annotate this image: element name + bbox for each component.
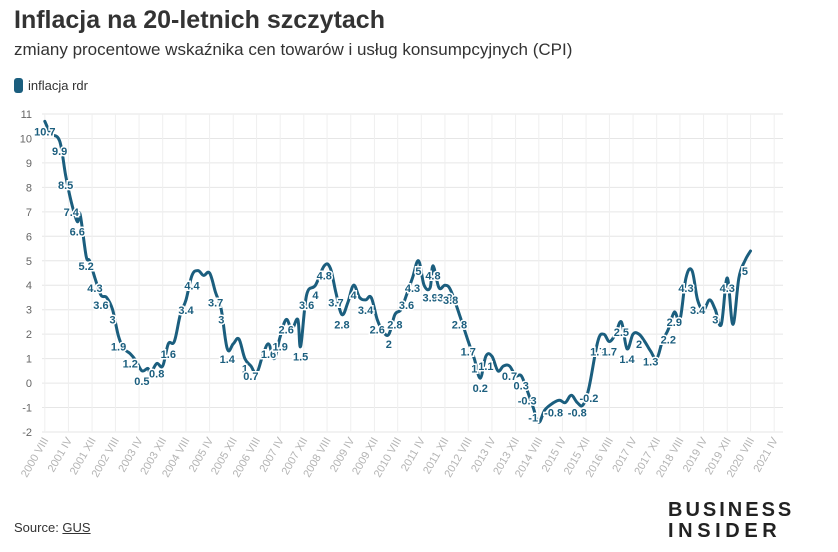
data-label: 5 <box>415 266 421 278</box>
data-label: 1.7 <box>602 346 617 358</box>
data-label: 1.6 <box>261 349 276 361</box>
data-label: 5.2 <box>78 261 93 273</box>
data-label: 1.4 <box>619 354 635 366</box>
data-label: 3.7 <box>208 298 223 310</box>
data-label: 2.8 <box>387 320 402 332</box>
chart-subtitle: zmiany procentowe wskaźnika cen towarów … <box>14 40 573 59</box>
data-label: 1.9 <box>273 342 288 354</box>
data-label: 2.8 <box>452 320 467 332</box>
y-tick-label: 11 <box>21 109 32 121</box>
data-label: 2.2 <box>661 334 676 346</box>
y-tick-label: 10 <box>20 133 32 145</box>
data-label: 4.3 <box>87 283 102 295</box>
data-label: 8.5 <box>58 180 73 192</box>
data-label: 1.6 <box>161 349 176 361</box>
legend[interactable]: inflacja rdr <box>14 78 88 93</box>
data-label: 4 <box>312 290 319 302</box>
data-label: 1.1 <box>478 361 493 373</box>
data-label: 1.7 <box>461 346 476 358</box>
source-note: Source: GUS <box>14 520 91 535</box>
data-label: 2.5 <box>614 327 629 339</box>
logo-line-2: INSIDER <box>668 520 782 542</box>
y-tick-label: 6 <box>26 231 32 243</box>
y-tick-label: -2 <box>22 427 32 439</box>
source-prefix: Source: <box>14 520 63 535</box>
data-label: 6.6 <box>70 227 85 239</box>
y-tick-label: 7 <box>26 207 32 219</box>
data-label: 0.8 <box>149 369 164 381</box>
data-label: 3.4 <box>358 305 374 317</box>
data-label: 1.7 <box>590 346 605 358</box>
business-insider-logo: BUSINESS INSIDER <box>668 500 794 542</box>
data-label: 2.9 <box>667 317 682 329</box>
y-tick-label: 1 <box>26 354 32 366</box>
data-label: 3.7 <box>328 298 343 310</box>
y-tick-label: -1 <box>22 403 32 415</box>
data-label: 4.3 <box>678 283 693 295</box>
data-label: 3 <box>218 315 224 327</box>
data-label: 2.6 <box>370 324 385 336</box>
data-label: 3.9 <box>422 293 437 305</box>
data-label: -0.2 <box>579 393 598 405</box>
y-tick-label: 8 <box>26 182 32 194</box>
data-label: 4.8 <box>317 271 332 283</box>
data-label: 3.8 <box>443 295 458 307</box>
data-label: 0.7 <box>502 371 517 383</box>
data-label: -0.3 <box>518 395 537 407</box>
logo-line-1: BUSINESS <box>668 499 795 521</box>
data-label: -1 <box>528 413 538 425</box>
data-label: 0.7 <box>243 371 258 383</box>
series-line-inflacja <box>43 119 752 424</box>
data-label: 1.9 <box>111 342 126 354</box>
data-label: 0.5 <box>134 376 149 388</box>
data-label: 3.6 <box>299 300 314 312</box>
data-label: 1 <box>242 364 248 376</box>
legend-label: inflacja rdr <box>28 78 88 93</box>
data-label: 9.9 <box>52 146 67 158</box>
data-label: 10.7 <box>34 126 55 138</box>
data-label: 4 <box>351 290 358 302</box>
data-label: 3.6 <box>93 300 108 312</box>
data-label: 1.2 <box>123 359 138 371</box>
y-tick-label: 9 <box>26 158 32 170</box>
data-label: 3.4 <box>690 305 706 317</box>
legend-swatch <box>14 78 23 93</box>
data-label: 0.2 <box>473 383 488 395</box>
data-label: 4.3 <box>720 283 735 295</box>
y-tick-label: 0 <box>26 378 32 390</box>
y-tick-label: 2 <box>26 329 32 341</box>
data-label: 1.5 <box>293 351 308 363</box>
data-label: 2.6 <box>279 324 294 336</box>
y-tick-label: 4 <box>26 280 32 292</box>
x-tick-label: 2000 VIII <box>19 436 51 480</box>
data-label: 7.4 <box>64 207 80 219</box>
data-label: 5 <box>742 266 748 278</box>
y-tick-label: 5 <box>26 256 32 268</box>
data-label: 1.4 <box>220 354 236 366</box>
data-label: 3.4 <box>178 305 194 317</box>
chart-title: Inflacja na 20-letnich szczytach <box>14 6 385 34</box>
data-label: 3 <box>110 315 116 327</box>
data-label: -0.8 <box>544 408 563 420</box>
data-label: 1 <box>471 364 477 376</box>
data-label: 2 <box>386 339 392 351</box>
data-label: 4.4 <box>184 280 200 292</box>
data-label: 0.3 <box>514 381 529 393</box>
y-tick-label: 3 <box>26 305 32 317</box>
data-label: 3 <box>712 315 718 327</box>
data-label: 1.3 <box>643 356 658 368</box>
data-label: 4.3 <box>405 283 420 295</box>
data-label: -0.8 <box>568 408 587 420</box>
data-label: 3.6 <box>399 300 414 312</box>
data-label: 3.9 <box>437 293 452 305</box>
data-label: 4.8 <box>425 271 440 283</box>
source-link[interactable]: GUS <box>62 520 91 535</box>
data-label: 2.8 <box>334 320 349 332</box>
data-label: 2 <box>636 339 642 351</box>
